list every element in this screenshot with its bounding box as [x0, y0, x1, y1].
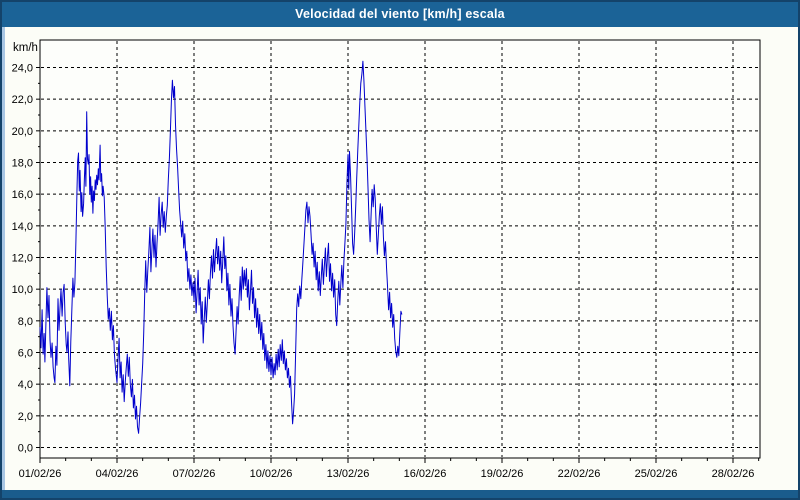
- y-tick-label: 12,0: [12, 253, 33, 265]
- y-tick-label: 10,0: [12, 284, 33, 296]
- y-tick-label: 22,0: [12, 94, 33, 106]
- plot-area: [39, 39, 761, 459]
- y-tick-label: 8,0: [18, 316, 33, 328]
- left-border-strip: [0, 27, 5, 490]
- chart-title-bar: Velocidad del viento [km/h] escala: [0, 0, 800, 27]
- y-tick-label: 6,0: [18, 348, 33, 360]
- x-tick-label: 13/02/26: [327, 468, 370, 480]
- y-tick-label: 20,0: [12, 126, 33, 138]
- y-tick-label: 14,0: [12, 221, 33, 233]
- bottom-border-bar: [0, 490, 800, 500]
- wind-speed-series-line: [39, 60, 403, 434]
- x-tick-label: 01/02/26: [19, 468, 62, 480]
- chart-title: Velocidad del viento [km/h] escala: [295, 6, 505, 21]
- y-axis-unit-label: km/h: [13, 42, 38, 54]
- y-tick-label: 2,0: [18, 411, 33, 423]
- y-tick-label: 16,0: [12, 189, 33, 201]
- x-tick-label: 22/02/26: [558, 468, 601, 480]
- x-tick-label: 07/02/26: [173, 468, 216, 480]
- y-tick-label: 4,0: [18, 379, 33, 391]
- y-tick-label: 0,0: [18, 443, 33, 455]
- x-tick-label: 19/02/26: [481, 468, 524, 480]
- x-tick-label: 28/02/26: [712, 468, 755, 480]
- x-tick-label: 25/02/26: [635, 468, 678, 480]
- y-tick-label: 24,0: [12, 63, 33, 75]
- y-tick-label: 18,0: [12, 158, 33, 170]
- x-tick-label: 04/02/26: [96, 468, 139, 480]
- x-tick-label: 16/02/26: [404, 468, 447, 480]
- x-tick-label: 10/02/26: [250, 468, 293, 480]
